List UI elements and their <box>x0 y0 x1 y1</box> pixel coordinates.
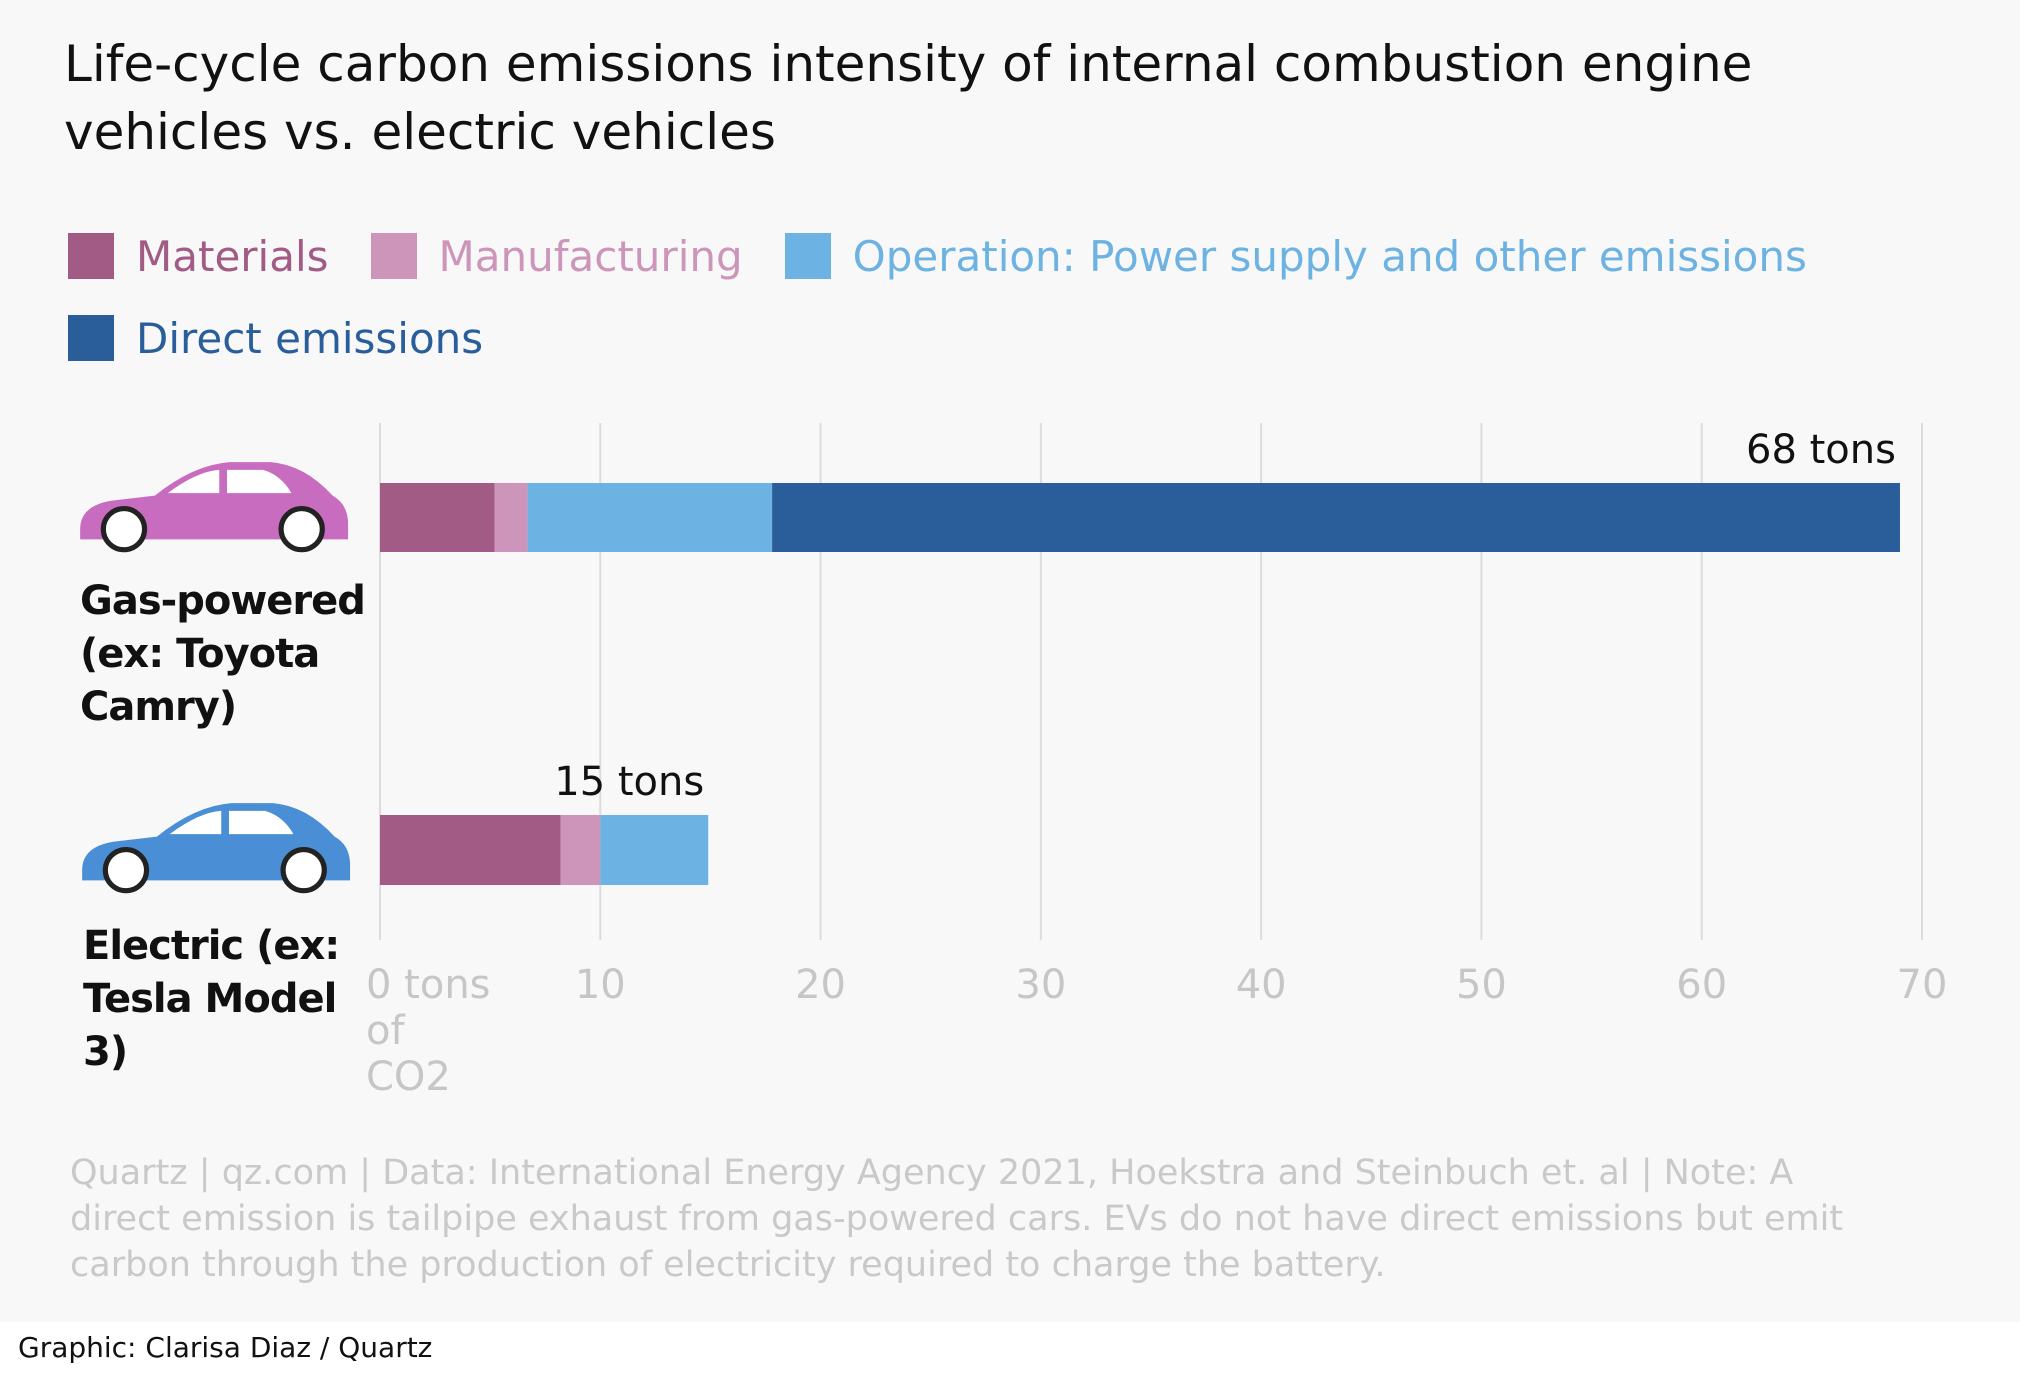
bar-segment <box>560 815 601 885</box>
category-label: Electric (ex: Tesla Model 3) <box>83 923 340 1075</box>
legend-label: Operation: Power supply and other emissi… <box>852 231 1807 281</box>
legend-item: Materials <box>68 231 329 281</box>
source-note: Quartz | qz.com | Data: International En… <box>70 1153 1844 1285</box>
x-tick-label: 40 <box>1235 962 1287 1008</box>
car-icon-gas <box>80 462 349 553</box>
bar-segment <box>772 483 1900 552</box>
car-icon-electric <box>82 803 351 894</box>
chart-title: Life-cycle carbon emissions intensity of… <box>64 35 1753 161</box>
legend-label: Materials <box>136 231 329 281</box>
total-label: 15 tons <box>554 759 704 805</box>
x-tick-label: 20 <box>795 962 847 1008</box>
credit-bar <box>0 1322 2020 1390</box>
legend-swatch <box>370 233 417 279</box>
legend-swatch <box>784 233 831 279</box>
bar-segment <box>380 815 561 885</box>
bar-segment <box>380 483 495 552</box>
legend-item: Manufacturing <box>370 231 743 281</box>
category-label: Gas-powered (ex: Toyota Camry) <box>80 578 366 730</box>
x-tick-label: 70 <box>1896 962 1948 1008</box>
legend-item: Operation: Power supply and other emissi… <box>784 231 1807 281</box>
x-tick-label: 60 <box>1676 962 1728 1008</box>
credit: Graphic: Clarisa Diaz / Quartz <box>18 1331 433 1364</box>
legend: Materials Manufacturing Operation: Power s… <box>68 231 1828 363</box>
legend-swatch <box>68 233 114 279</box>
bar-segment <box>494 483 528 552</box>
x-tick-label: 0 tons of CO2 <box>366 962 491 1100</box>
legend-item: Direct emissions <box>68 313 484 363</box>
legend-swatch <box>68 315 114 361</box>
bar-segment <box>600 815 709 885</box>
legend-label: Direct emissions <box>136 313 484 363</box>
x-tick-label: 10 <box>574 962 626 1008</box>
x-tick-label: 30 <box>1015 962 1067 1008</box>
total-label: 68 tons <box>1746 427 1896 473</box>
legend-label: Manufacturing <box>438 231 743 281</box>
x-tick-label: 50 <box>1455 962 1507 1008</box>
bar-segment <box>527 483 773 552</box>
